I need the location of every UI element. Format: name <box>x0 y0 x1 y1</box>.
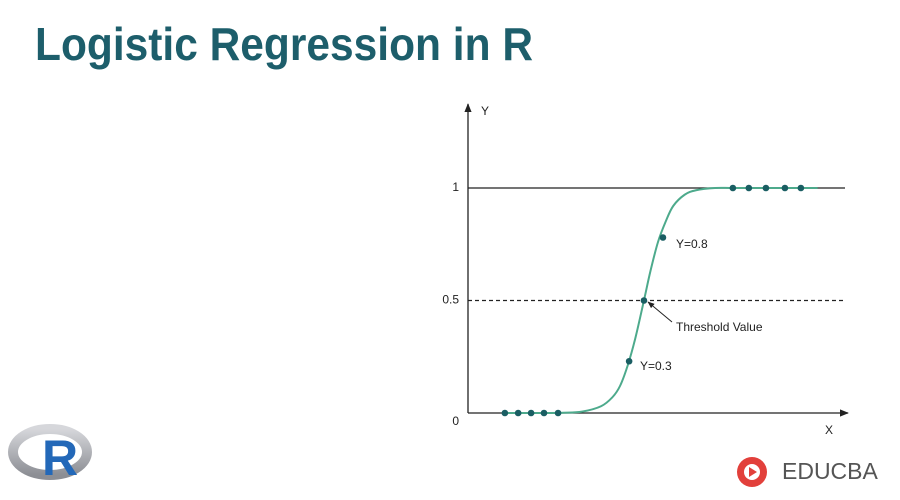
data-point <box>554 409 562 417</box>
r-logo-letter: R <box>42 430 78 486</box>
y-tick-label: 1 <box>452 180 459 194</box>
y-tick-label: 0 <box>452 414 459 428</box>
brand-icon-play <box>749 467 757 477</box>
r-logo-ring <box>8 424 92 480</box>
annotation: Y=0.3 <box>640 359 672 373</box>
curve <box>505 186 818 415</box>
chart: Y X Y=0.8 Threshold Value Y=0.3 0 0.5 1 <box>442 103 849 437</box>
brand-name: EDUCBA <box>782 458 879 484</box>
data-point <box>625 357 633 365</box>
data-point <box>659 234 667 241</box>
x-axis-label: X <box>825 423 833 437</box>
data-point <box>640 297 648 304</box>
data-point <box>540 409 548 417</box>
data-point <box>729 184 737 192</box>
brand-logo: EDUCBA <box>737 457 879 487</box>
data-point <box>762 184 770 192</box>
data-point <box>514 409 522 417</box>
annotation: Threshold Value <box>676 320 763 334</box>
data-point <box>797 184 805 192</box>
y-axis-label: Y <box>481 104 489 118</box>
annotation: Y=0.8 <box>676 237 708 251</box>
r-logo: R <box>8 424 92 486</box>
y-tick-label: 0.5 <box>442 293 459 307</box>
data-point <box>745 184 753 192</box>
annotation-arrow <box>647 301 673 323</box>
data-point <box>501 409 509 417</box>
data-point <box>527 409 535 417</box>
page-title: Logistic Regression in R <box>35 18 533 70</box>
data-point <box>781 184 789 192</box>
